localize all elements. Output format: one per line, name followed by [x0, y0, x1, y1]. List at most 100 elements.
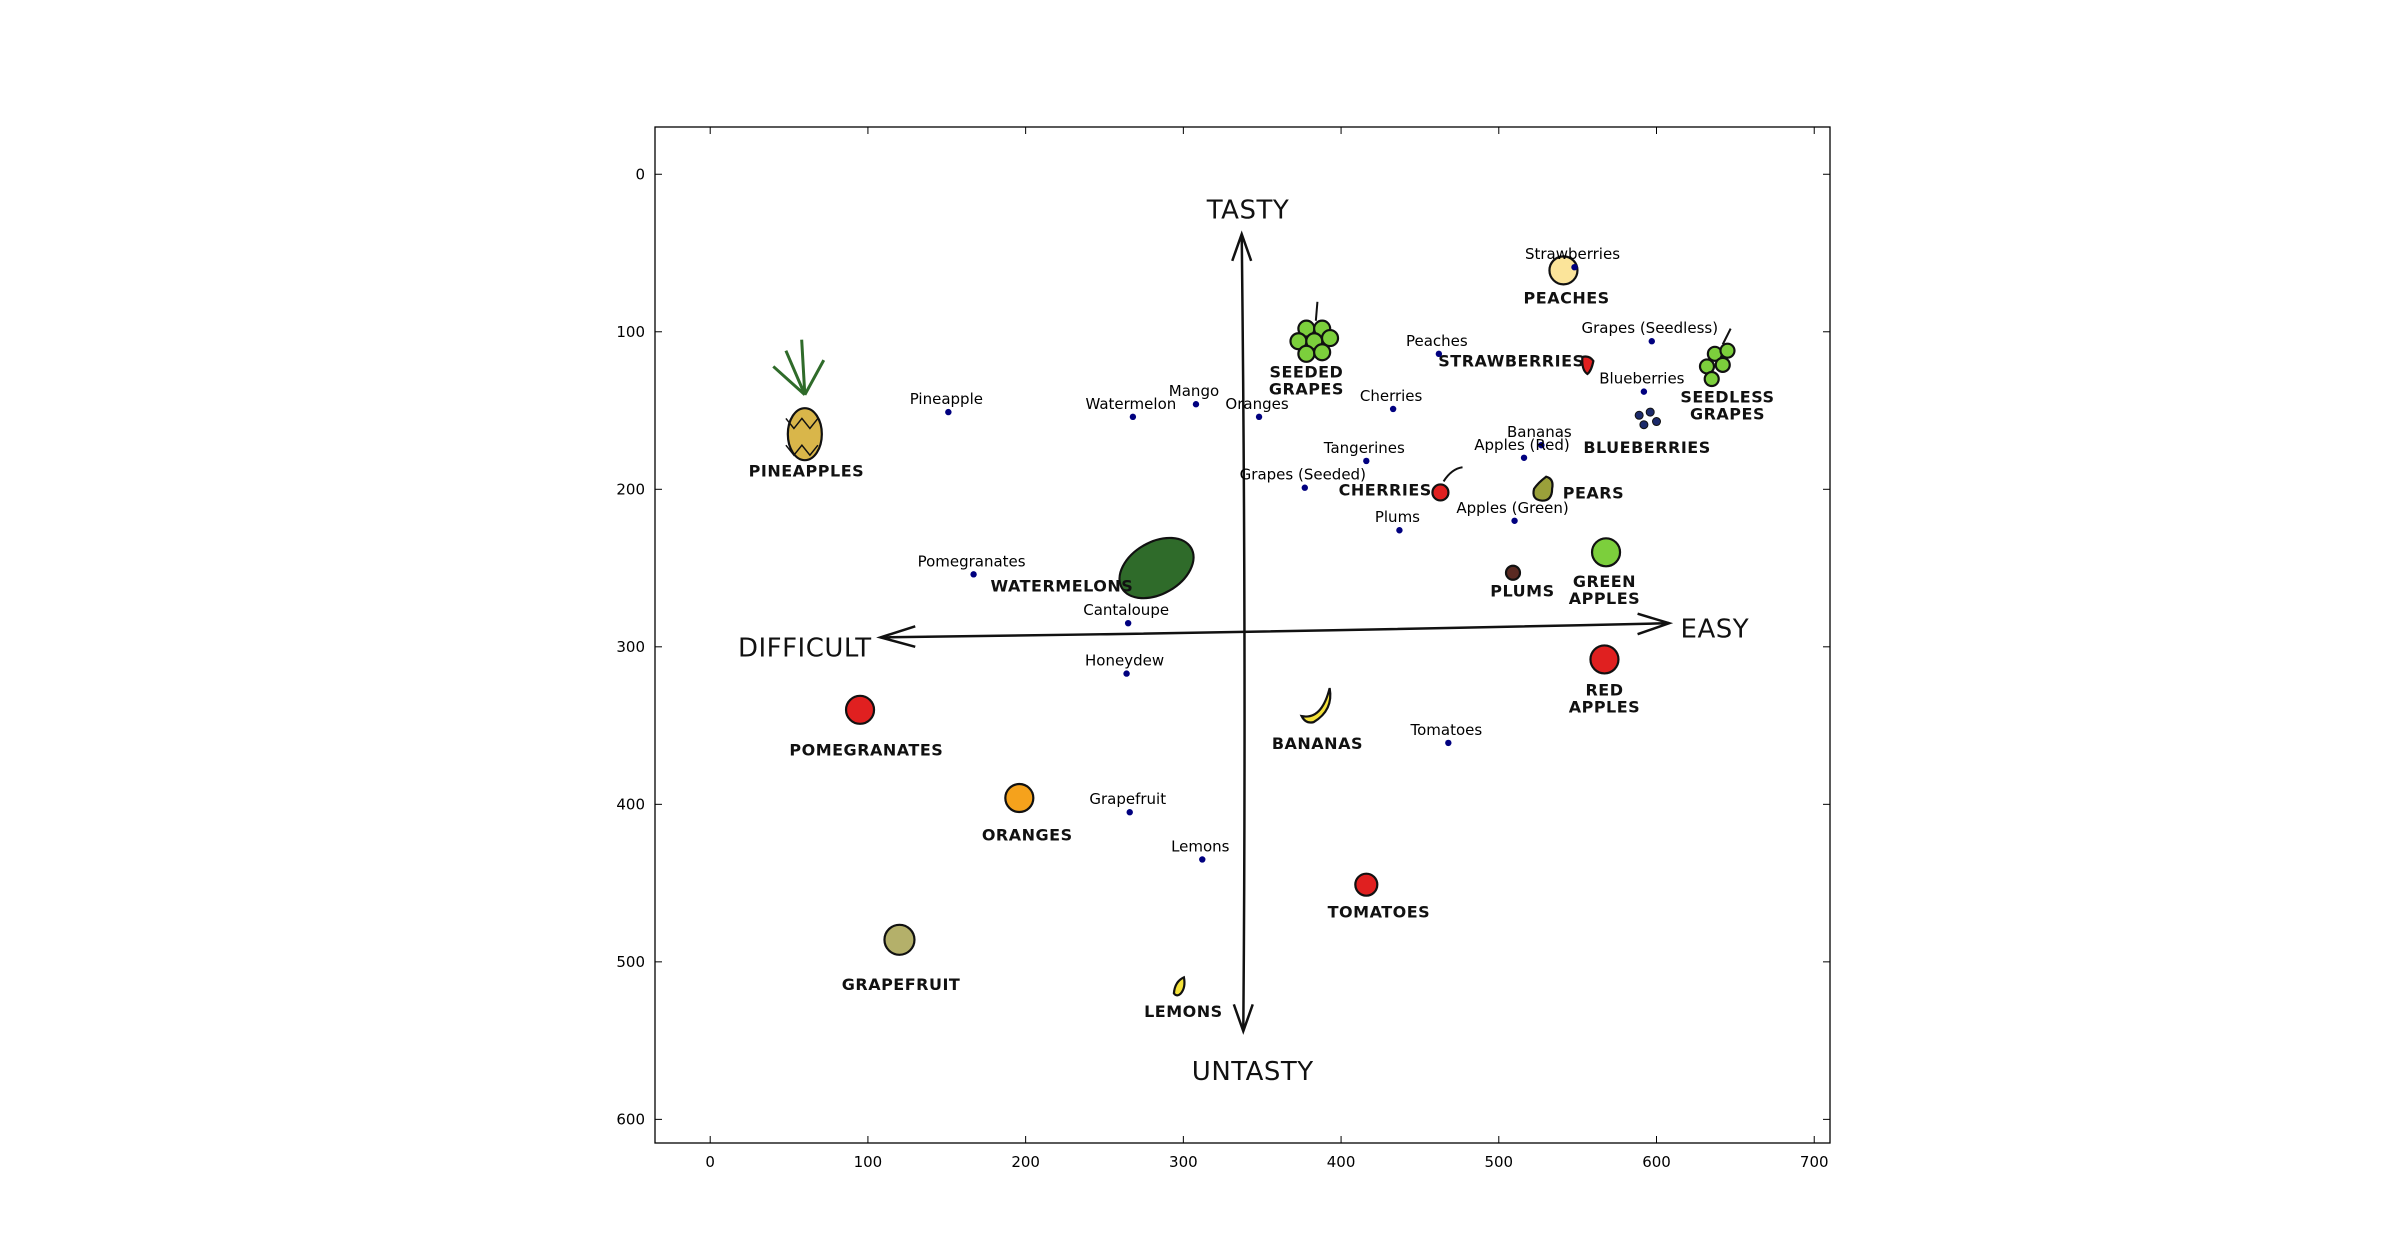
- lemons-label: LEMONS: [1144, 1002, 1222, 1021]
- point-marker: [1648, 338, 1655, 345]
- blueberries-label-text: BLUEBERRIES: [1583, 438, 1710, 457]
- arrow-head-left: [876, 625, 916, 649]
- data-point: Honeydew: [1085, 652, 1164, 677]
- berry: [1652, 417, 1662, 427]
- pineapples-label-text: PINEAPPLES: [749, 462, 864, 481]
- pears-label-text: PEARS: [1563, 484, 1624, 503]
- data-point: Blueberries: [1599, 370, 1685, 395]
- data-point: Peaches: [1406, 332, 1468, 358]
- oranges-label: ORANGES: [982, 826, 1072, 845]
- point-marker: [1199, 856, 1206, 863]
- seedless-grapes-label-text: GRAPES: [1690, 405, 1765, 424]
- data-points: Strawberries Peaches Grapes (Seedless) Blue…: [910, 245, 1718, 863]
- point-label: Peaches: [1406, 332, 1468, 350]
- seeded-grapes-icon: [1289, 301, 1340, 363]
- red-apples-icon: [1589, 644, 1620, 675]
- cherries-icon: [1431, 466, 1463, 502]
- point-marker: [1511, 517, 1518, 524]
- bananas-label-text: BANANAS: [1272, 734, 1363, 753]
- data-point: Watermelon: [1085, 395, 1176, 421]
- data-point: Apples (Red): [1474, 436, 1570, 461]
- data-point: Pineapple: [910, 390, 983, 416]
- point-marker: [1126, 809, 1133, 816]
- seedless-grapes-icon: [1698, 328, 1736, 388]
- axis-label-untasty: UNTASTY: [1192, 1057, 1314, 1087]
- grape: [1313, 343, 1332, 362]
- point-marker: [1192, 401, 1200, 408]
- drawn-fruits: PINEAPPLESWATERMELONSSEEDEDGRAPESPEACHES…: [749, 255, 1774, 1021]
- pomegranates-label-text: POMEGRANATES: [789, 741, 943, 760]
- plums-label: PLUMS: [1490, 581, 1554, 600]
- peaches-label-text: PEACHES: [1524, 288, 1610, 307]
- point-marker: [970, 571, 977, 578]
- plums-icon: [1504, 564, 1522, 581]
- point-label: Apples (Red): [1474, 436, 1570, 454]
- pineapple-body: [786, 407, 823, 462]
- x-tick-label: 200: [1011, 1153, 1040, 1171]
- grapefruit-label: GRAPEFRUIT: [842, 975, 960, 994]
- watermelon-icon: [1118, 536, 1195, 600]
- strawberries-label-text: STRAWBERRIES: [1438, 351, 1584, 370]
- tomatoes-label-text: TOMATOES: [1328, 903, 1431, 922]
- drawn-axes: TASTY UNTASTY DIFFICULT EASY: [738, 195, 1749, 1087]
- strawberries-label: STRAWBERRIES: [1438, 351, 1584, 370]
- peaches-label: PEACHES: [1524, 288, 1610, 307]
- data-point: Cherries: [1360, 387, 1423, 413]
- point-marker: [1571, 263, 1578, 271]
- data-point: Tangerines: [1323, 439, 1405, 465]
- point-marker: [1123, 670, 1130, 677]
- point-label: Strawberries: [1525, 245, 1620, 263]
- point-label: Honeydew: [1085, 652, 1164, 670]
- cherry-stem: [1442, 466, 1463, 482]
- arrow-head-right: [1637, 612, 1674, 636]
- point-label: Oranges: [1225, 395, 1288, 413]
- grape: [1714, 356, 1731, 373]
- point-marker: [1396, 527, 1403, 534]
- seeded-grapes-label-text: SEEDED: [1269, 362, 1343, 381]
- data-point: Lemons: [1171, 837, 1230, 863]
- grape-stem: [1721, 328, 1732, 345]
- data-point: Oranges: [1225, 395, 1289, 421]
- pomegranates-icon: [844, 694, 876, 725]
- berry: [1645, 407, 1655, 417]
- peaches-icon: [1548, 255, 1579, 286]
- plot-border: [654, 126, 1831, 1144]
- data-point: Pomegranates: [918, 552, 1026, 578]
- data-point: Tomatoes: [1409, 721, 1482, 747]
- point-marker: [1129, 413, 1137, 421]
- cherries-label: CHERRIES: [1339, 481, 1432, 500]
- y-tick-label: 300: [616, 638, 645, 656]
- green-apples-label-text: GREEN: [1573, 572, 1636, 591]
- x-tick-label: 600: [1642, 1153, 1671, 1171]
- cherries-label-text: CHERRIES: [1339, 481, 1432, 500]
- grapefruit-icon: [883, 923, 916, 956]
- berry: [1639, 420, 1649, 430]
- point-marker: [1255, 413, 1263, 421]
- red-apples-label-text: RED: [1585, 681, 1623, 700]
- point-label: Cherries: [1360, 387, 1423, 405]
- axis-label-difficult: DIFFICULT: [738, 633, 872, 663]
- bananas-label: BANANAS: [1272, 734, 1363, 753]
- y-tick-label: 100: [616, 323, 645, 341]
- pineapples-label: PINEAPPLES: [749, 462, 864, 481]
- point-marker: [1640, 388, 1648, 395]
- point-marker: [1435, 350, 1443, 358]
- data-point: Plums: [1375, 508, 1420, 534]
- point-label: Tomatoes: [1409, 721, 1482, 739]
- pineapple-icon: [772, 339, 826, 462]
- tomatoes-icon: [1354, 872, 1379, 897]
- x-tick-label: 500: [1484, 1153, 1513, 1171]
- seedless-grapes-label-text: SEEDLESS: [1680, 388, 1774, 407]
- vertical-arrow-line: [1240, 234, 1246, 1032]
- red-apples-label-text: APPLES: [1569, 698, 1640, 717]
- arrow-head-up: [1231, 230, 1253, 262]
- point-label: Tangerines: [1323, 439, 1405, 457]
- point-label: Watermelon: [1085, 395, 1176, 413]
- data-point: Bananas: [1507, 423, 1572, 449]
- axis-label-tasty: TASTY: [1206, 195, 1289, 225]
- point-label: Mango: [1169, 382, 1219, 400]
- point-marker: [1124, 619, 1132, 627]
